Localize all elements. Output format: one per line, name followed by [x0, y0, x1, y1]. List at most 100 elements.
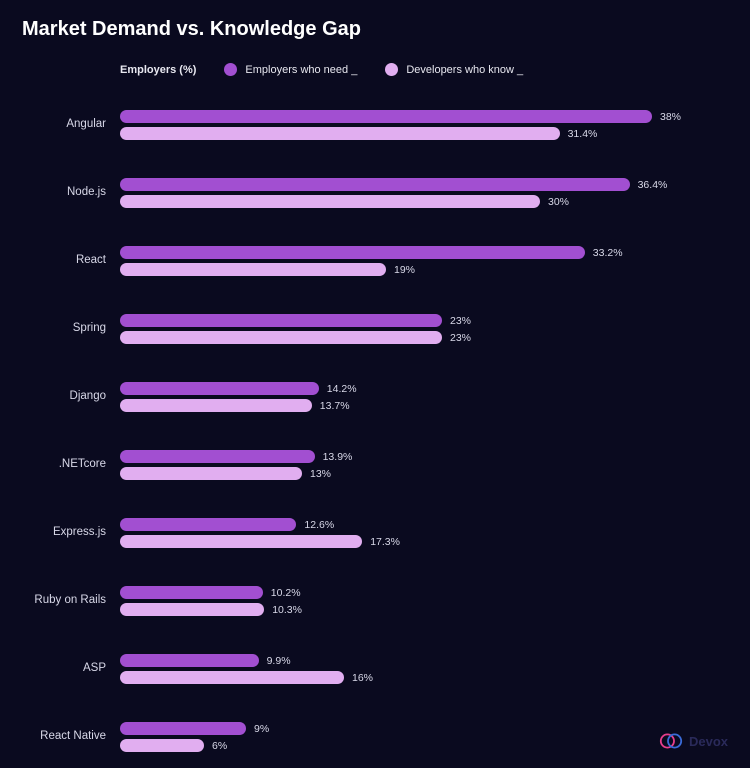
- bar-value: 13.9%: [323, 451, 353, 463]
- bar-value: 38%: [660, 111, 681, 123]
- bar-wrap: 16%: [120, 671, 728, 684]
- bar-b: [120, 467, 302, 480]
- bar-wrap: 23%: [120, 331, 728, 344]
- category-label: Express.js: [22, 526, 120, 540]
- category-label: Spring: [22, 322, 120, 336]
- bar-a: [120, 722, 246, 735]
- bar-b: [120, 603, 264, 616]
- bar-a: [120, 586, 263, 599]
- bar-value: 10.2%: [271, 587, 301, 599]
- bar-wrap: 10.3%: [120, 603, 728, 616]
- bar-group: 14.2% 13.7%: [120, 382, 728, 412]
- bar-a: [120, 314, 442, 327]
- bar-value: 16%: [352, 672, 373, 684]
- bar-wrap: 19%: [120, 263, 728, 276]
- bar-value: 30%: [548, 196, 569, 208]
- bar-wrap: 13.9%: [120, 450, 728, 463]
- category-label: Angular: [22, 118, 120, 132]
- row: Ruby on Rails 10.2% 10.3%: [22, 570, 728, 632]
- bar-value: 13%: [310, 468, 331, 480]
- bar-wrap: 13%: [120, 467, 728, 480]
- category-label: React Native: [22, 730, 120, 744]
- legend-label-b: Developers who know _: [406, 64, 523, 76]
- category-label: Django: [22, 390, 120, 404]
- bar-value: 6%: [212, 740, 227, 752]
- row: React 33.2% 19%: [22, 230, 728, 292]
- brand-icon: [659, 729, 683, 753]
- row: Angular 38% 31.4%: [22, 94, 728, 156]
- row: React Native 9% 6%: [22, 706, 728, 768]
- bar-a: [120, 450, 315, 463]
- bar-value: 13.7%: [320, 400, 350, 412]
- bar-wrap: 33.2%: [120, 246, 728, 259]
- bar-value: 12.6%: [304, 519, 334, 531]
- chart-title: Market Demand vs. Knowledge Gap: [22, 18, 728, 41]
- bar-a: [120, 110, 652, 123]
- bar-wrap: 14.2%: [120, 382, 728, 395]
- bar-value: 23%: [450, 315, 471, 327]
- bar-group: 33.2% 19%: [120, 246, 728, 276]
- bar-wrap: 17.3%: [120, 535, 728, 548]
- bar-group: 12.6% 17.3%: [120, 518, 728, 548]
- bar-wrap: 30%: [120, 195, 728, 208]
- bar-b: [120, 671, 344, 684]
- bar-wrap: 9%: [120, 722, 728, 735]
- row: Node.js 36.4% 30%: [22, 162, 728, 224]
- bar-group: 36.4% 30%: [120, 178, 728, 208]
- bar-wrap: 23%: [120, 314, 728, 327]
- category-label: Node.js: [22, 186, 120, 200]
- bar-b: [120, 263, 386, 276]
- bar-group: 23%23%: [120, 314, 728, 344]
- legend: Employers (%) Employers who need _ Devel…: [120, 63, 728, 76]
- bar-a: [120, 246, 585, 259]
- category-label: ASP: [22, 662, 120, 676]
- bar-wrap: 6%: [120, 739, 728, 752]
- bar-group: 9.9% 16%: [120, 654, 728, 684]
- swatch-b: [385, 63, 398, 76]
- bar-value: 17.3%: [370, 536, 400, 548]
- category-label: Ruby on Rails: [22, 594, 120, 608]
- bar-b: [120, 127, 560, 140]
- bar-value: 36.4%: [638, 179, 668, 191]
- bar-value: 23%: [450, 332, 471, 344]
- brand-logo: Devox: [659, 729, 728, 753]
- row: Django 14.2% 13.7%: [22, 366, 728, 428]
- bar-a: [120, 382, 319, 395]
- swatch-a: [224, 63, 237, 76]
- brand-name: Devox: [689, 734, 728, 749]
- bar-wrap: 38%: [120, 110, 728, 123]
- bar-value: 10.3%: [272, 604, 302, 616]
- bar-b: [120, 195, 540, 208]
- legend-item-employers: Employers who need _: [224, 63, 357, 76]
- row: Express.js 12.6% 17.3%: [22, 502, 728, 564]
- bar-b: [120, 399, 312, 412]
- bar-group: 38% 31.4%: [120, 110, 728, 140]
- bar-b: [120, 739, 204, 752]
- bar-a: [120, 178, 630, 191]
- bar-wrap: 31.4%: [120, 127, 728, 140]
- bar-value: 9.9%: [267, 655, 291, 667]
- chart-rows: Angular38%31.4%Node.js36.4%30%React33.2%…: [22, 94, 728, 768]
- category-label: .NETcore: [22, 458, 120, 472]
- bar-wrap: 36.4%: [120, 178, 728, 191]
- bar-value: 14.2%: [327, 383, 357, 395]
- category-label: React: [22, 254, 120, 268]
- bar-b: [120, 331, 442, 344]
- bar-a: [120, 654, 259, 667]
- row: .NETcore 13.9% 13%: [22, 434, 728, 496]
- bar-b: [120, 535, 362, 548]
- bar-group: 13.9% 13%: [120, 450, 728, 480]
- bar-value: 9%: [254, 723, 269, 735]
- bar-value: 33.2%: [593, 247, 623, 259]
- bar-value: 31.4%: [568, 128, 598, 140]
- bar-value: 19%: [394, 264, 415, 276]
- bar-group: 10.2% 10.3%: [120, 586, 728, 616]
- row: ASP 9.9% 16%: [22, 638, 728, 700]
- axis-title: Employers (%): [120, 64, 196, 76]
- row: Spring23%23%: [22, 298, 728, 360]
- bar-wrap: 10.2%: [120, 586, 728, 599]
- bar-wrap: 9.9%: [120, 654, 728, 667]
- bar-wrap: 12.6%: [120, 518, 728, 531]
- bar-group: 9% 6%: [120, 722, 728, 752]
- legend-label-a: Employers who need _: [245, 64, 357, 76]
